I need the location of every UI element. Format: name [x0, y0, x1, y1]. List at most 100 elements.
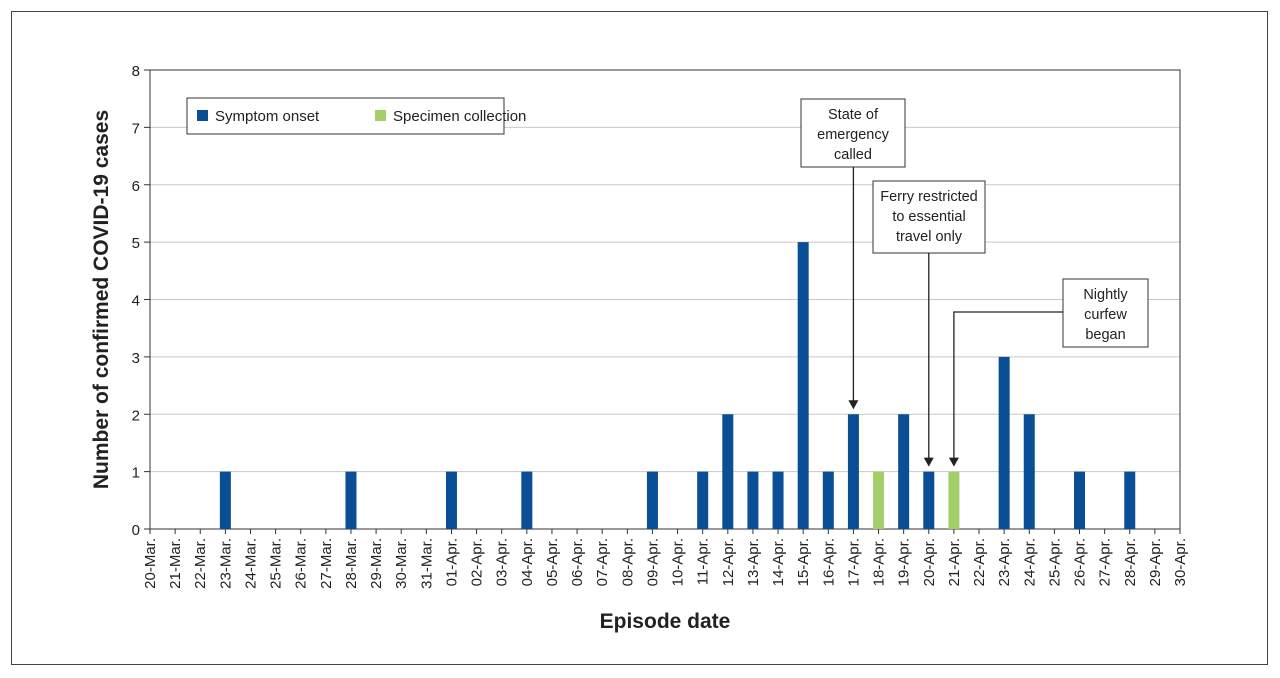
annotation-text: to essential: [892, 209, 965, 225]
x-tick-label: 13-Apr.: [745, 538, 762, 586]
x-tick-label: 31-Mar.: [418, 538, 435, 589]
y-axis-label: Number of confirmed COVID-19 cases: [90, 110, 113, 489]
bar-14-Apr.: [772, 471, 784, 529]
annotation: Ferry restricted to essential travel only: [872, 180, 986, 467]
x-tick-label: 07-Apr.: [594, 538, 611, 586]
x-tick-label: 16-Apr.: [820, 538, 837, 586]
x-tick-label: 15-Apr.: [795, 538, 812, 586]
legend-label: Symptom onset: [215, 108, 320, 125]
annotation-text: Nightly: [1083, 287, 1128, 303]
x-tick-label: 27-Mar.: [318, 538, 335, 589]
x-tick-label: 23-Mar.: [217, 538, 234, 589]
annotation: State of emergency called: [800, 98, 906, 410]
bar-28-Mar.: [345, 471, 357, 529]
bar-11-Apr.: [697, 471, 709, 529]
bar-15-Apr.: [797, 242, 809, 529]
x-tick-label: 03-Apr.: [494, 538, 511, 586]
annotation-text: travel only: [896, 229, 963, 245]
annotation-text: Ferry restricted: [880, 189, 978, 205]
x-tick-label: 21-Mar.: [167, 538, 184, 589]
bar-21-Apr.: [948, 471, 960, 529]
x-tick-label: 30-Mar.: [393, 538, 410, 589]
annotation-text: called: [834, 147, 872, 163]
x-tick-label: 25-Mar.: [268, 538, 285, 589]
y-tick-label: 7: [132, 120, 140, 137]
x-tick-label: 08-Apr.: [619, 538, 636, 586]
bar-17-Apr.: [847, 414, 859, 529]
bar-28-Apr.: [1124, 471, 1136, 529]
legend-box: [186, 97, 505, 135]
x-tick-label: 24-Apr.: [1021, 538, 1038, 586]
x-tick-label: 01-Apr.: [443, 538, 460, 586]
x-tick-label: 05-Apr.: [544, 538, 561, 586]
y-tick-label: 0: [132, 522, 140, 539]
x-tick-label: 27-Apr.: [1097, 538, 1114, 586]
x-tick-label: 26-Mar.: [293, 538, 310, 589]
bar-18-Apr.: [873, 471, 885, 529]
bar-16-Apr.: [822, 471, 834, 529]
annotation-arrowhead: [948, 457, 959, 467]
annotation-text: began: [1085, 327, 1125, 343]
x-tick-label: 22-Apr.: [971, 538, 988, 586]
x-axis-label: Episode date: [600, 610, 731, 633]
x-tick-label: 25-Apr.: [1046, 538, 1063, 586]
annotation: Nightly curfew began: [948, 278, 1149, 467]
x-tick-label: 19-Apr.: [896, 538, 913, 586]
y-tick-label: 8: [132, 63, 140, 80]
legend-swatch: [197, 110, 208, 121]
bar-23-Mar.: [219, 471, 231, 529]
y-tick-label: 1: [132, 465, 140, 482]
y-tick-label: 3: [132, 350, 140, 367]
bar-20-Apr.: [923, 471, 935, 529]
x-tick-label: 06-Apr.: [569, 538, 586, 586]
annotation-arrowhead: [848, 400, 859, 410]
bar-12-Apr.: [722, 414, 734, 529]
x-tick-label: 12-Apr.: [720, 538, 737, 586]
annotations: State of emergency called Ferry restricted t…: [800, 98, 1149, 467]
x-tick-label: 10-Apr.: [670, 538, 687, 586]
x-tick-label: 28-Mar.: [343, 538, 360, 589]
bar-19-Apr.: [898, 414, 910, 529]
y-axis: 0 1 2 3 4 5 6 7 8: [132, 63, 150, 539]
x-tick-label: 18-Apr.: [871, 538, 888, 586]
x-tick-label: 28-Apr.: [1122, 538, 1139, 586]
annotation-arrowhead: [923, 457, 934, 467]
annotation-box: [872, 180, 986, 254]
x-tick-label: 11-Apr.: [695, 538, 712, 585]
bars: [219, 242, 1136, 529]
x-tick-label: 04-Apr.: [519, 538, 536, 586]
bar-13-Apr.: [747, 471, 759, 529]
x-tick-label: 22-Mar.: [192, 538, 209, 589]
bar-26-Apr.: [1074, 471, 1086, 529]
x-tick-label: 20-Apr.: [921, 538, 938, 586]
y-tick-label: 4: [132, 293, 140, 310]
x-tick-label: 20-Mar.: [142, 538, 159, 589]
x-tick-label: 09-Apr.: [644, 538, 661, 586]
bar-23-Apr.: [998, 356, 1010, 529]
x-axis: 20-Mar. 21-Mar. 22-Mar. 23-Mar. 24-Mar. 25-Ma…: [142, 529, 1189, 589]
x-tick-label: 17-Apr.: [845, 538, 862, 586]
x-tick-label: 24-Mar.: [242, 538, 259, 589]
bar-09-Apr.: [646, 471, 658, 529]
annotation-box: [800, 98, 906, 168]
x-tick-label: 02-Apr.: [469, 538, 486, 586]
y-tick-label: 5: [132, 235, 140, 252]
y-tick-label: 2: [132, 407, 140, 424]
x-tick-label: 21-Apr.: [946, 538, 963, 586]
bar-24-Apr.: [1023, 414, 1035, 529]
legend-label: Specimen collection: [393, 108, 526, 125]
annotation-text: curfew: [1084, 307, 1127, 323]
x-tick-label: 30-Apr.: [1172, 538, 1189, 586]
bar-04-Apr.: [521, 471, 533, 529]
legend-swatch: [375, 110, 386, 121]
annotation-arrow: [953, 311, 1063, 460]
x-tick-label: 26-Apr.: [1072, 538, 1089, 586]
x-tick-label: 29-Mar.: [368, 538, 385, 589]
annotation-text: emergency: [817, 127, 889, 143]
annotation-text: State of: [828, 107, 879, 123]
x-tick-label: 14-Apr.: [770, 538, 787, 586]
x-tick-label: 29-Apr.: [1147, 538, 1164, 586]
y-tick-label: 6: [132, 178, 140, 195]
legend: Symptom onset Specimen collection: [186, 97, 526, 135]
